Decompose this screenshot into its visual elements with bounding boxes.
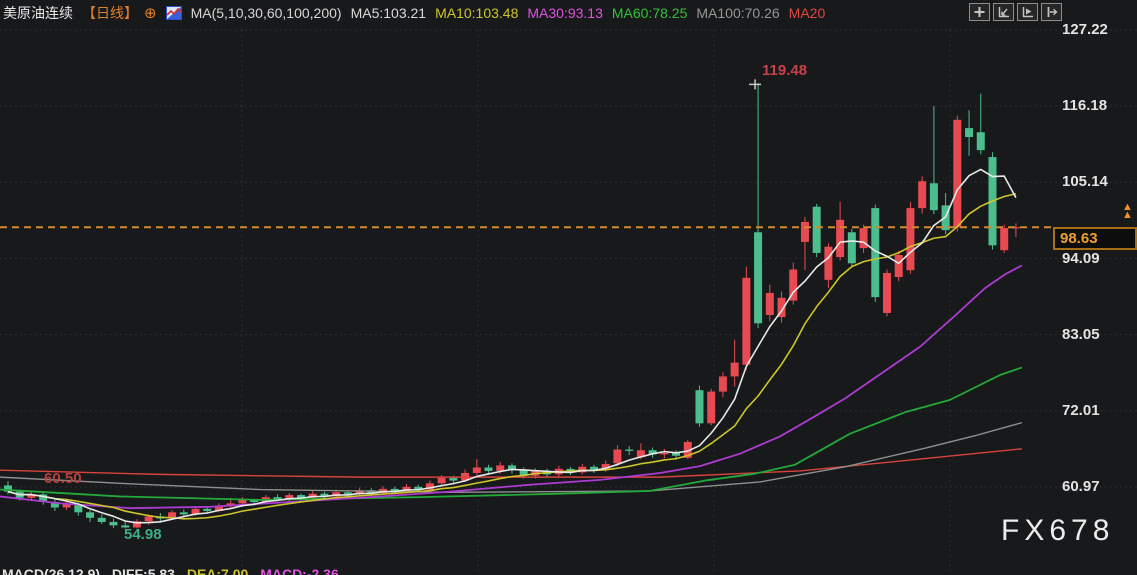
ma200-value: MA20 <box>788 5 826 21</box>
axis-zoom-right-icon[interactable] <box>1017 3 1038 21</box>
chart-header: 美原油连续 【日线】 ⊕ MA(5,10,30,60,100,200) MA5:… <box>0 0 1137 26</box>
ma5-value: MA5:103.21 <box>350 5 427 21</box>
high-price-label: 119.48 <box>762 62 808 79</box>
current-price-tag: 98.63 <box>1053 227 1137 251</box>
ma30-value: MA30:93.13 <box>527 5 603 21</box>
add-indicator-icon[interactable]: ⊕ <box>144 5 157 22</box>
ma10-value: MA10:103.48 <box>435 5 519 21</box>
y-axis-label: 72.01 <box>1062 401 1100 419</box>
y-axis-label: 116.18 <box>1062 97 1108 115</box>
y-axis-label: 60.97 <box>1062 477 1100 495</box>
up-arrow-icon: ▲ <box>1122 209 1133 221</box>
y-axis-label: 127.22 <box>1062 21 1108 38</box>
macd-formula: MACD(26,12,9) <box>2 566 101 575</box>
move-icon[interactable] <box>969 3 990 21</box>
ma100-value: MA100:70.26 <box>696 5 780 21</box>
pan-right-icon[interactable] <box>1041 3 1062 21</box>
watermark: FX678 <box>1001 514 1115 547</box>
left-high-price-label: 60.50 <box>44 470 82 487</box>
axis-zoom-left-icon[interactable] <box>993 3 1014 21</box>
period-label[interactable]: 【日线】 <box>82 5 138 21</box>
y-axis-label: 105.14 <box>1062 173 1108 191</box>
symbol-title: 美原油连续 <box>3 5 73 21</box>
macd-value: MACD:-2.36 <box>260 566 339 575</box>
macd-diff-value: DIFF:5.83 <box>111 566 175 575</box>
macd-indicator-row: MACD(26,12,9) DIFF:5.83 DEA:7.00 MACD:-2… <box>2 566 347 575</box>
chart-toolbar <box>969 3 1062 21</box>
ma60-value: MA60:78.25 <box>611 5 688 21</box>
price-up-arrows-icon: ▲ ▲ <box>1122 201 1133 221</box>
y-axis-label: 94.09 <box>1062 249 1100 267</box>
y-axis-label: 83.05 <box>1062 325 1100 343</box>
indicator-chart-icon[interactable] <box>165 6 182 20</box>
up-arrow-icon: ▲ <box>1122 201 1133 213</box>
low-price-label: 54.98 <box>124 526 162 543</box>
ma-params-label[interactable]: MA(5,10,30,60,100,200) <box>190 5 342 21</box>
macd-dea-value: DEA:7.00 <box>186 566 249 575</box>
